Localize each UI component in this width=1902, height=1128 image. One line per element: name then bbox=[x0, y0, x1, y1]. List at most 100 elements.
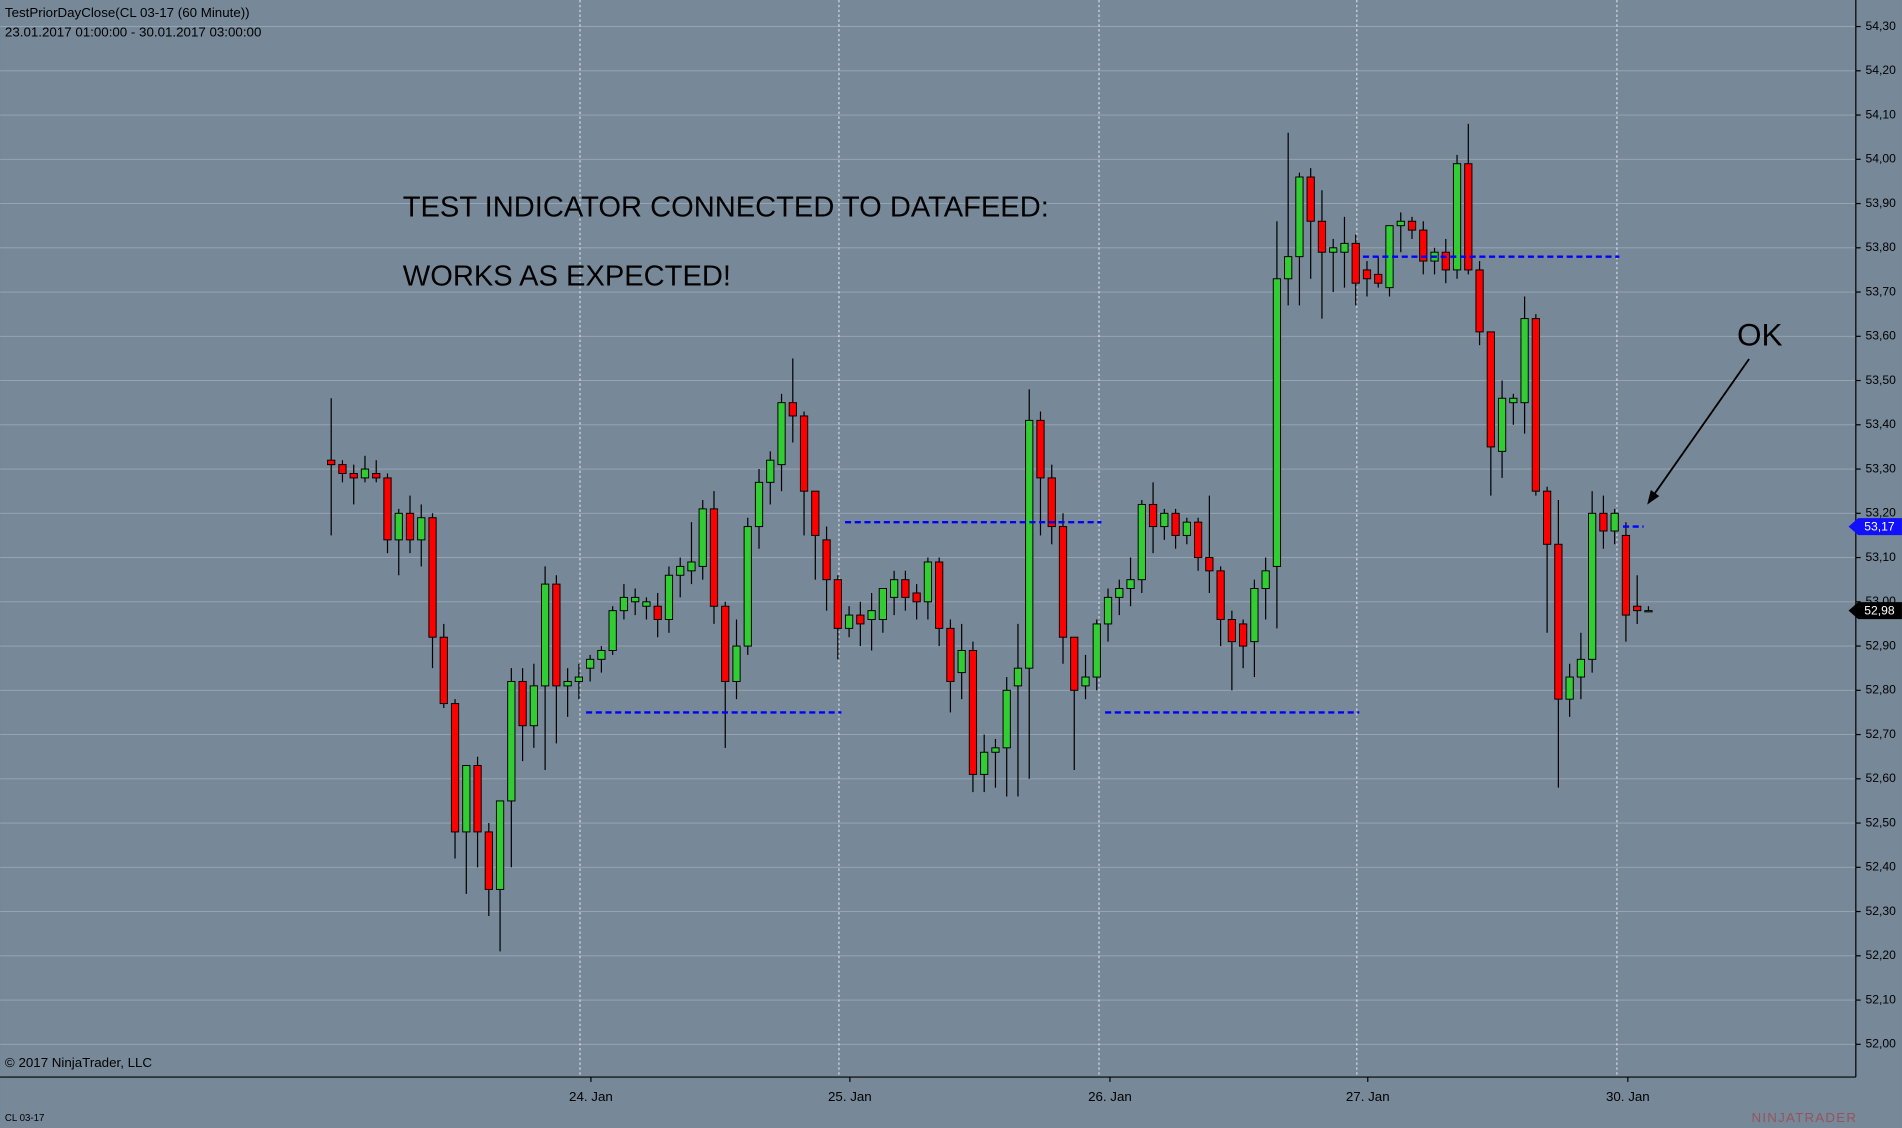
candle-body bbox=[586, 658, 595, 669]
price-marker-label: 53,17 bbox=[1864, 519, 1895, 533]
candle-body bbox=[1621, 534, 1631, 616]
candle-body bbox=[957, 649, 966, 674]
chart-title: TestPriorDayClose(CL 03-17 (60 Minute)) bbox=[5, 5, 250, 20]
candle-body bbox=[597, 649, 606, 660]
candle-body bbox=[721, 605, 730, 682]
candle-body bbox=[552, 583, 561, 687]
arrow-head bbox=[1647, 490, 1660, 505]
candle-body bbox=[495, 800, 505, 890]
candle-body bbox=[676, 565, 685, 576]
candles bbox=[327, 123, 1653, 952]
candle-body bbox=[1126, 579, 1135, 590]
candle-body bbox=[709, 508, 719, 607]
candle-body bbox=[428, 517, 437, 638]
candle-body bbox=[383, 477, 392, 541]
candle-body bbox=[1272, 278, 1282, 567]
candle-body bbox=[338, 464, 347, 474]
y-tick-label: 52,60 bbox=[1866, 771, 1897, 785]
candle-body bbox=[405, 512, 415, 541]
candle-body bbox=[631, 596, 640, 603]
candle-body bbox=[980, 751, 989, 775]
candle-body bbox=[1137, 503, 1146, 581]
y-tick-label: 52,00 bbox=[1866, 1037, 1897, 1051]
copyright: © 2017 NinjaTrader, LLC bbox=[5, 1055, 153, 1070]
candle-body bbox=[1475, 269, 1484, 333]
candle-body bbox=[1261, 570, 1270, 590]
y-tick-label: 53,40 bbox=[1866, 417, 1897, 431]
x-tick-label: 24. Jan bbox=[569, 1089, 613, 1104]
candle-body bbox=[1002, 689, 1011, 749]
candle-body bbox=[1633, 605, 1642, 612]
candle-body bbox=[1542, 490, 1552, 545]
candle-body bbox=[1407, 220, 1417, 231]
candle-body bbox=[1419, 229, 1428, 262]
candle-body bbox=[698, 508, 707, 567]
candle-body bbox=[518, 680, 527, 727]
candle-body bbox=[619, 596, 629, 612]
candle-body bbox=[867, 610, 876, 620]
candle-body bbox=[349, 472, 358, 479]
candle-body bbox=[1216, 570, 1225, 620]
y-tick-label: 52,70 bbox=[1866, 727, 1897, 741]
candle-body bbox=[574, 676, 584, 682]
candle-body bbox=[1396, 220, 1405, 227]
candle-body bbox=[935, 561, 944, 629]
candle-body bbox=[327, 459, 336, 466]
candle-body bbox=[777, 402, 786, 466]
candle-body bbox=[889, 579, 899, 598]
x-tick-label: 25. Jan bbox=[828, 1089, 872, 1104]
candle-body bbox=[1058, 526, 1068, 638]
y-tick-label: 53,60 bbox=[1866, 329, 1897, 343]
candle-body bbox=[833, 579, 842, 629]
candle-body bbox=[1171, 512, 1180, 536]
candle-body bbox=[1610, 512, 1619, 532]
candle-body bbox=[732, 645, 741, 682]
candle-body bbox=[754, 481, 764, 528]
y-tick-label: 53,30 bbox=[1866, 461, 1897, 475]
x-tick-label: 27. Jan bbox=[1346, 1089, 1390, 1104]
candle-body bbox=[743, 526, 752, 647]
annotation: TEST INDICATOR CONNECTED TO DATAFEED: bbox=[403, 191, 1049, 223]
candle-body bbox=[1205, 557, 1214, 572]
price-marker bbox=[1848, 602, 1902, 620]
candle-body bbox=[1103, 596, 1113, 625]
y-tick-label: 54,30 bbox=[1866, 19, 1897, 33]
y-tick-label: 53,50 bbox=[1866, 373, 1897, 387]
y-tick-label: 52,50 bbox=[1866, 815, 1897, 829]
candle-body bbox=[856, 614, 865, 625]
candle-body bbox=[1013, 667, 1023, 687]
candle-body bbox=[968, 649, 978, 775]
candle-body bbox=[1182, 521, 1191, 536]
candle-body bbox=[901, 579, 910, 598]
candle-body bbox=[1497, 397, 1507, 452]
candle-body bbox=[1329, 247, 1338, 253]
candle-body bbox=[1160, 512, 1169, 528]
candle-body bbox=[1588, 512, 1597, 660]
candle-body bbox=[788, 402, 797, 417]
x-tick-label: 30. Jan bbox=[1606, 1089, 1650, 1104]
candle-body bbox=[1193, 521, 1203, 559]
y-tick-label: 54,00 bbox=[1866, 152, 1897, 166]
y-tick-label: 54,20 bbox=[1866, 63, 1897, 77]
candle-body bbox=[1340, 242, 1349, 253]
candle-body bbox=[608, 610, 617, 651]
candle-body bbox=[1531, 318, 1540, 492]
candle-body bbox=[439, 636, 448, 705]
candle-body bbox=[1486, 331, 1495, 448]
y-tick-label: 52,40 bbox=[1866, 860, 1897, 874]
candle-body bbox=[1148, 503, 1158, 528]
candle-body bbox=[1317, 220, 1327, 253]
y-tick-label: 52,20 bbox=[1866, 948, 1897, 962]
candle-body bbox=[1554, 543, 1563, 700]
candle-body bbox=[811, 490, 820, 536]
candle-body bbox=[1115, 588, 1124, 598]
candle-body bbox=[1047, 477, 1056, 528]
candle-body bbox=[417, 517, 426, 541]
candle-body bbox=[799, 415, 809, 492]
candle-body bbox=[766, 459, 775, 483]
candle-body bbox=[687, 561, 696, 572]
candle-body bbox=[1520, 318, 1529, 404]
candle-body bbox=[1036, 419, 1045, 479]
